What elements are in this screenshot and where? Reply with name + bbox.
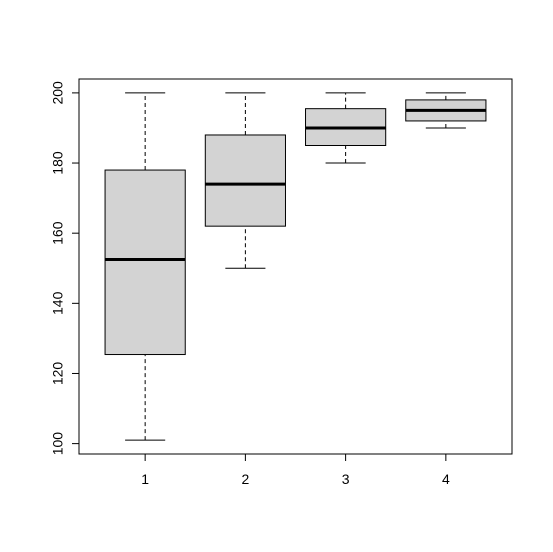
x-tick-label: 2 <box>241 471 249 487</box>
y-tick-label: 140 <box>50 291 66 315</box>
y-tick-label: 100 <box>50 432 66 456</box>
x-tick-label: 4 <box>442 471 450 487</box>
y-tick-label: 120 <box>50 362 66 386</box>
y-tick-label: 200 <box>50 81 66 105</box>
box <box>204 134 286 227</box>
box <box>104 169 186 356</box>
x-tick-label: 1 <box>141 471 149 487</box>
y-tick-label: 180 <box>50 151 66 175</box>
plot-frame <box>78 78 513 455</box>
y-tick-label: 160 <box>50 221 66 245</box>
x-tick-label: 3 <box>342 471 350 487</box>
